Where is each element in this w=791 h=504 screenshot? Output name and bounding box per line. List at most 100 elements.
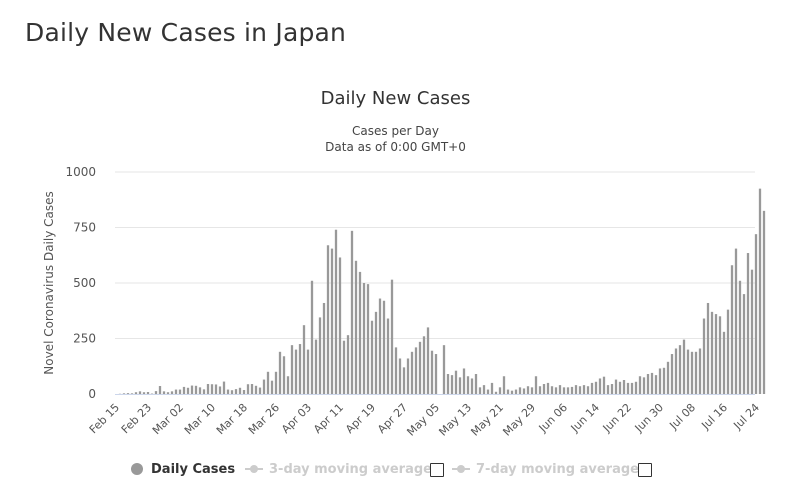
bar[interactable]	[302, 325, 306, 394]
bar[interactable]	[358, 271, 362, 394]
bar[interactable]	[278, 351, 282, 394]
bar[interactable]	[430, 350, 434, 394]
bar[interactable]	[710, 311, 714, 394]
bar[interactable]	[230, 390, 234, 394]
bar[interactable]	[386, 318, 390, 394]
bar[interactable]	[578, 386, 582, 394]
bar[interactable]	[706, 302, 710, 394]
bar[interactable]	[402, 367, 406, 394]
bar[interactable]	[226, 389, 230, 394]
bar[interactable]	[274, 371, 278, 394]
bar[interactable]	[462, 368, 466, 394]
bar[interactable]	[378, 298, 382, 394]
bar[interactable]	[258, 387, 262, 394]
bar[interactable]	[610, 384, 614, 394]
bar[interactable]	[134, 392, 138, 394]
bar[interactable]	[746, 253, 750, 394]
bar[interactable]	[298, 344, 302, 394]
bar[interactable]	[442, 345, 446, 394]
bar[interactable]	[414, 347, 418, 394]
bar[interactable]	[502, 376, 506, 394]
bar[interactable]	[686, 349, 690, 394]
bar[interactable]	[290, 345, 294, 394]
bar[interactable]	[370, 320, 374, 394]
bar[interactable]	[682, 339, 686, 394]
bar[interactable]	[122, 393, 126, 394]
bar[interactable]	[210, 384, 214, 394]
bar[interactable]	[410, 351, 414, 394]
bar[interactable]	[554, 387, 558, 394]
bar[interactable]	[642, 377, 646, 394]
bar[interactable]	[614, 379, 618, 394]
bar[interactable]	[734, 248, 738, 394]
bar[interactable]	[526, 386, 530, 394]
checkbox-7-day-moving-average[interactable]	[638, 463, 652, 477]
bar[interactable]	[622, 380, 626, 394]
bar[interactable]	[486, 389, 490, 394]
bar[interactable]	[534, 376, 538, 394]
bar[interactable]	[294, 349, 298, 394]
bar[interactable]	[182, 386, 186, 394]
bar[interactable]	[130, 393, 134, 394]
bar[interactable]	[390, 279, 394, 394]
bar[interactable]	[146, 392, 150, 394]
bar[interactable]	[170, 391, 174, 394]
bar[interactable]	[762, 210, 766, 394]
bar[interactable]	[506, 389, 510, 394]
bar[interactable]	[498, 387, 502, 394]
bar[interactable]	[646, 374, 650, 394]
bar[interactable]	[186, 387, 190, 394]
legend-item-7-day-moving-average[interactable]: 7-day moving average	[452, 458, 639, 480]
bar[interactable]	[374, 311, 378, 394]
bar[interactable]	[718, 316, 722, 394]
bar[interactable]	[234, 389, 238, 394]
bar[interactable]	[478, 387, 482, 394]
bar[interactable]	[154, 391, 158, 394]
bar[interactable]	[250, 384, 254, 394]
bar[interactable]	[658, 368, 662, 394]
bar[interactable]	[434, 354, 438, 394]
bar[interactable]	[366, 284, 370, 394]
bar[interactable]	[666, 361, 670, 394]
bar[interactable]	[166, 392, 170, 394]
bar[interactable]	[218, 386, 222, 394]
bar[interactable]	[206, 384, 210, 394]
bar[interactable]	[466, 376, 470, 394]
bar[interactable]	[326, 245, 330, 394]
bar[interactable]	[242, 390, 246, 394]
bar[interactable]	[618, 381, 622, 394]
bar[interactable]	[310, 280, 314, 394]
bar[interactable]	[282, 356, 286, 394]
bar[interactable]	[418, 341, 422, 394]
bar[interactable]	[562, 387, 566, 394]
bar[interactable]	[474, 374, 478, 394]
bar[interactable]	[238, 387, 242, 394]
bar[interactable]	[306, 349, 310, 394]
bar[interactable]	[626, 382, 630, 394]
bar[interactable]	[126, 393, 130, 394]
bar[interactable]	[338, 257, 342, 394]
bar[interactable]	[266, 371, 270, 394]
bar[interactable]	[286, 376, 290, 394]
bar[interactable]	[322, 302, 326, 394]
bar[interactable]	[174, 389, 178, 394]
bar[interactable]	[754, 234, 758, 394]
bar[interactable]	[482, 385, 486, 394]
bar[interactable]	[314, 339, 318, 394]
bar[interactable]	[730, 265, 734, 394]
bar[interactable]	[714, 314, 718, 394]
bar[interactable]	[262, 379, 266, 394]
bar[interactable]	[158, 386, 162, 394]
legend-item-daily-cases[interactable]: Daily Cases	[131, 458, 235, 480]
bar[interactable]	[594, 381, 598, 394]
bar[interactable]	[334, 229, 338, 394]
bar[interactable]	[346, 335, 350, 394]
bar[interactable]	[394, 347, 398, 394]
bar[interactable]	[582, 385, 586, 394]
bar[interactable]	[694, 351, 698, 394]
bar[interactable]	[318, 317, 322, 394]
bar[interactable]	[446, 374, 450, 394]
bar[interactable]	[222, 381, 226, 394]
bar[interactable]	[590, 382, 594, 394]
bar[interactable]	[598, 378, 602, 394]
